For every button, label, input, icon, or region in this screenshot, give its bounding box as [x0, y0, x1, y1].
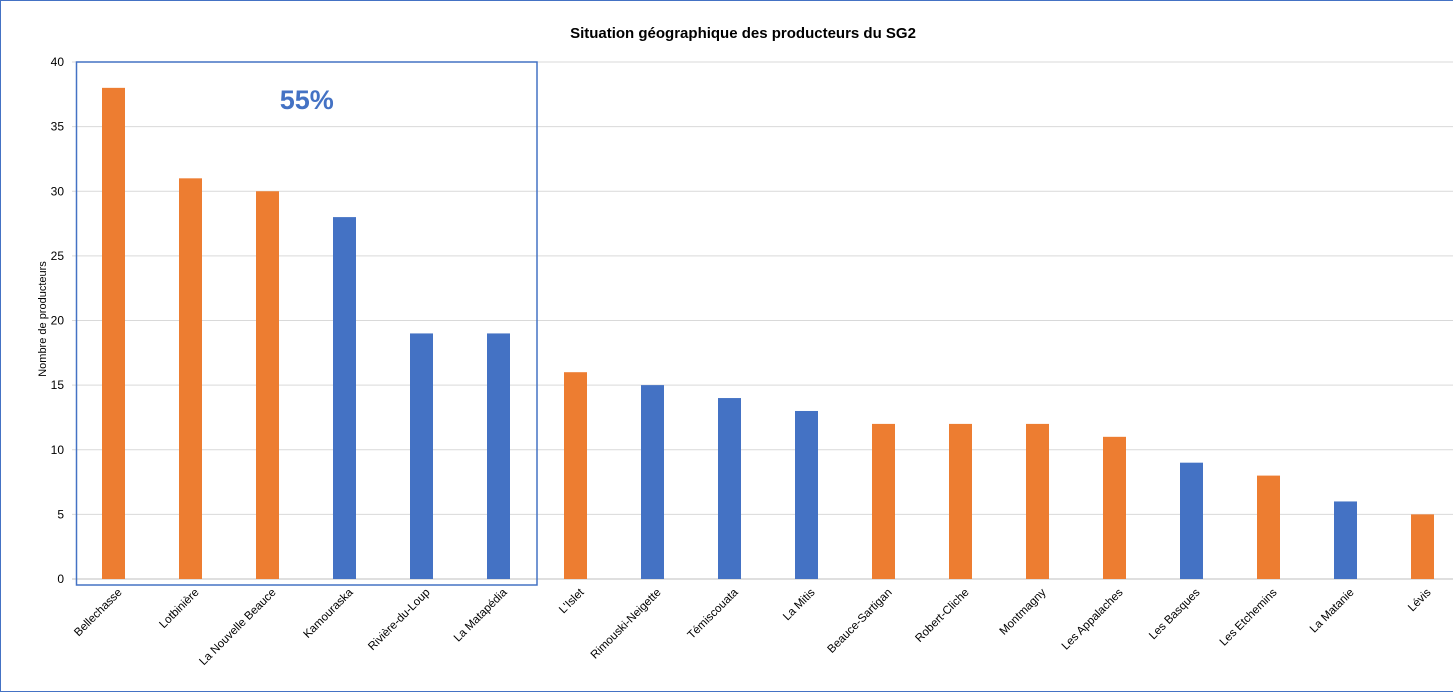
- y-tick-label: 10: [51, 443, 65, 457]
- bar: [102, 87, 125, 579]
- y-tick-label: 15: [51, 378, 65, 392]
- x-tick-label: Les Etchemins: [1218, 586, 1280, 648]
- y-tick-label: 35: [51, 120, 65, 134]
- annotation-label: 55%: [280, 85, 334, 115]
- y-tick-label: 40: [51, 55, 65, 69]
- x-tick-label: Les Appalaches: [1060, 586, 1126, 652]
- bars: [102, 87, 1434, 579]
- x-tick-label: Bellechasse: [72, 587, 124, 639]
- x-tick-label: Robert-Cliche: [913, 587, 971, 645]
- x-tick-label: Les Basques: [1147, 586, 1203, 642]
- bar: [949, 423, 972, 579]
- bar: [872, 423, 895, 579]
- y-tick-label: 30: [51, 184, 65, 198]
- x-tick-label: L'Islet: [557, 586, 587, 616]
- x-tick-label: La Matanie: [1308, 587, 1357, 636]
- annotation: 55%: [75, 61, 538, 586]
- x-tick-label: Beauce-Sartigan: [826, 587, 895, 656]
- bar: [718, 398, 741, 579]
- bar: [641, 385, 664, 579]
- y-tick-label: 5: [57, 507, 64, 521]
- y-tick-label: 0: [57, 572, 64, 586]
- bar: [333, 217, 356, 579]
- x-tick-label: La Mitis: [781, 586, 818, 623]
- bar: [795, 410, 818, 579]
- gridlines: [72, 61, 1453, 580]
- x-tick-label: Montmagny: [998, 586, 1049, 637]
- x-tick-label: Kamouraska: [301, 586, 356, 641]
- bar: [256, 191, 279, 579]
- x-tick-label: Lotbinière: [157, 587, 201, 631]
- x-tick-label: Témiscouata: [686, 586, 741, 641]
- bar: [1334, 501, 1357, 579]
- y-axis-title: Nombre de producteurs: [37, 261, 49, 377]
- bar: [410, 333, 433, 579]
- x-tick-label: Rimouski-Neigette: [589, 587, 664, 662]
- bar: [1103, 436, 1126, 579]
- bar: [564, 372, 587, 579]
- highlight-box: [75, 61, 538, 586]
- x-tick-label: La Nouvelle Beauce: [197, 587, 278, 668]
- y-tick-label: 25: [51, 249, 65, 263]
- bar: [1257, 475, 1280, 579]
- bar: [1026, 423, 1049, 579]
- y-axis-ticks: 0 5 10 15 20 25 30 35 40: [51, 55, 65, 586]
- x-tick-label: Lévis: [1406, 586, 1434, 614]
- y-tick-label: 20: [51, 314, 65, 328]
- bar: [179, 178, 202, 579]
- x-tick-label: La Matapédia: [452, 586, 510, 644]
- x-tick-label: Rivière-du-Loup: [366, 587, 432, 653]
- chart-title: Situation géographique des producteurs d…: [570, 25, 916, 42]
- bar: [487, 333, 510, 579]
- bar: [1411, 514, 1434, 579]
- bar: [1180, 462, 1203, 579]
